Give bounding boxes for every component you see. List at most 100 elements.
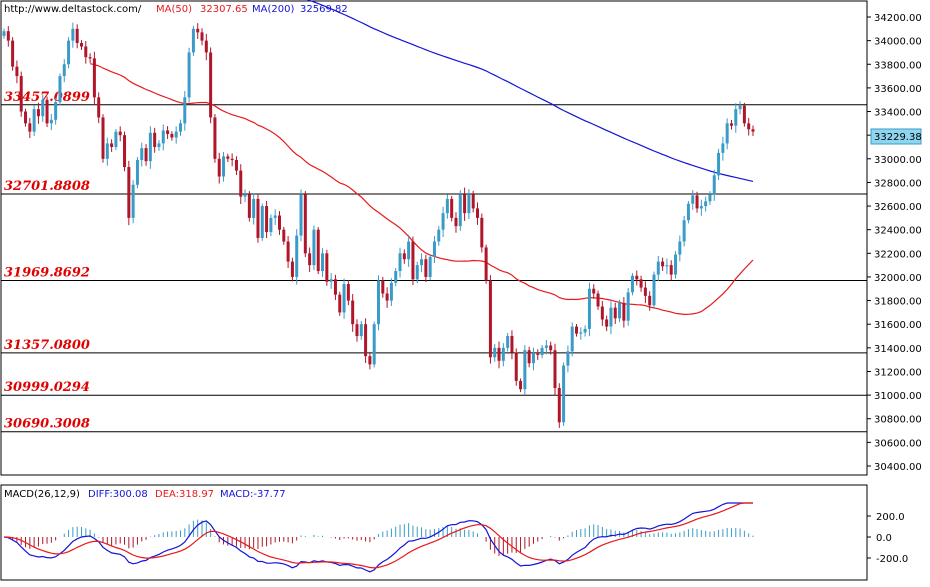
level-lines: 33457.089932701.880831969.869231357.0800… — [1, 90, 867, 433]
macd-y-tick-label: 200.0 — [876, 512, 905, 523]
candle-body — [101, 117, 105, 159]
candle-body — [260, 206, 264, 238]
candle-body — [523, 350, 527, 390]
candle-body — [161, 130, 165, 144]
level-label: 31357.0800 — [4, 338, 90, 353]
candle-body — [471, 194, 475, 209]
y-tick-label: 31400.00 — [874, 344, 922, 355]
candle-body — [45, 99, 49, 124]
candle-body — [256, 198, 260, 238]
candle-body — [209, 52, 213, 118]
y-tick-label: 33000.00 — [874, 155, 922, 166]
candle-body — [135, 159, 139, 185]
site-url: http://www.deltastock.com/ — [4, 4, 142, 15]
candle-body — [605, 319, 609, 327]
candle-body — [359, 324, 363, 337]
candle-body — [312, 229, 316, 266]
candle-body — [226, 156, 230, 159]
candle-body — [131, 184, 135, 218]
macd-series — [3, 502, 754, 573]
candle-body — [351, 300, 355, 325]
moving-averages — [89, 0, 754, 316]
candle-body — [583, 328, 587, 333]
candle-body — [71, 28, 75, 41]
candle-body — [325, 253, 329, 282]
candle-body — [484, 247, 488, 281]
candle-body — [432, 241, 436, 257]
candle-body — [708, 194, 712, 202]
y-tick-label: 33400.00 — [874, 108, 922, 119]
macd-diff-label: DIFF:300.08 — [88, 489, 148, 500]
y-tick-label: 33600.00 — [874, 84, 922, 95]
candle-body — [54, 102, 58, 120]
y-tick-label: 32800.00 — [874, 178, 922, 189]
candle-body — [273, 215, 277, 218]
candle-body — [575, 326, 579, 334]
candle-body — [385, 293, 389, 301]
candle-body — [441, 213, 445, 230]
candle-body — [652, 274, 656, 306]
candle-body — [338, 294, 342, 313]
candle-body — [665, 265, 669, 267]
candle-body — [626, 292, 630, 321]
candle-body — [549, 345, 553, 351]
candle-body — [613, 307, 617, 319]
candle-body — [321, 253, 325, 272]
candle-body — [506, 336, 510, 348]
candle-body — [398, 253, 402, 272]
candle-body — [566, 351, 570, 366]
macd-panel-frame — [0, 484, 868, 581]
candle-body — [476, 208, 480, 218]
candle-body — [734, 109, 738, 126]
candle-body — [174, 131, 178, 138]
candle-body — [510, 336, 514, 353]
candle-body — [742, 105, 746, 124]
ma50-label: MA(50) — [156, 4, 192, 15]
candle-body — [587, 288, 591, 329]
macd-y-tick-label: -200.0 — [876, 554, 908, 565]
candle-body — [704, 201, 708, 207]
candle-body — [678, 241, 682, 255]
candle-body — [166, 130, 170, 134]
candle-body — [204, 40, 208, 53]
candle-body — [622, 302, 626, 321]
candle-body — [450, 198, 454, 218]
y-tick-label: 32600.00 — [874, 202, 922, 213]
candle-body — [84, 46, 88, 58]
candle-body — [247, 194, 251, 218]
macd-dea-label: DEA:318.97 — [155, 489, 214, 500]
candle-body — [114, 131, 118, 147]
candle-body — [501, 347, 505, 361]
ma50-line — [89, 63, 754, 316]
candle-body — [437, 229, 441, 242]
candle-body — [497, 347, 501, 361]
candle-body — [725, 123, 729, 144]
candle-body — [553, 350, 557, 389]
candle-body — [24, 111, 28, 124]
ma200-value: 32569.82 — [300, 4, 348, 15]
macd-dea-line — [3, 502, 753, 569]
candle-body — [493, 347, 497, 358]
candle-body — [286, 241, 290, 262]
candle-body — [630, 275, 634, 293]
price-panel-frame — [0, 0, 868, 476]
candle-body — [277, 215, 281, 230]
last-price: 33229.38 — [874, 132, 922, 143]
candle-body — [243, 194, 247, 197]
candle-body — [118, 131, 122, 136]
candle-body — [364, 324, 368, 357]
candle-body — [222, 156, 226, 177]
y-tick-label: 31800.00 — [874, 297, 922, 308]
candle-body — [540, 347, 544, 355]
candle-body — [213, 117, 217, 159]
y-tick-label: 31000.00 — [874, 391, 922, 402]
candle-body — [299, 194, 303, 236]
candle-body — [562, 365, 566, 423]
candle-body — [196, 28, 200, 33]
candle-body — [480, 217, 484, 248]
candle-body — [290, 261, 294, 277]
candle-body — [463, 194, 467, 214]
candle-body — [717, 152, 721, 176]
y-tick-label: 30600.00 — [874, 438, 922, 449]
candle-body — [153, 132, 157, 147]
